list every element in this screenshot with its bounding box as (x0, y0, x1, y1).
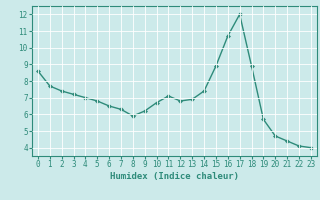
X-axis label: Humidex (Indice chaleur): Humidex (Indice chaleur) (110, 172, 239, 181)
